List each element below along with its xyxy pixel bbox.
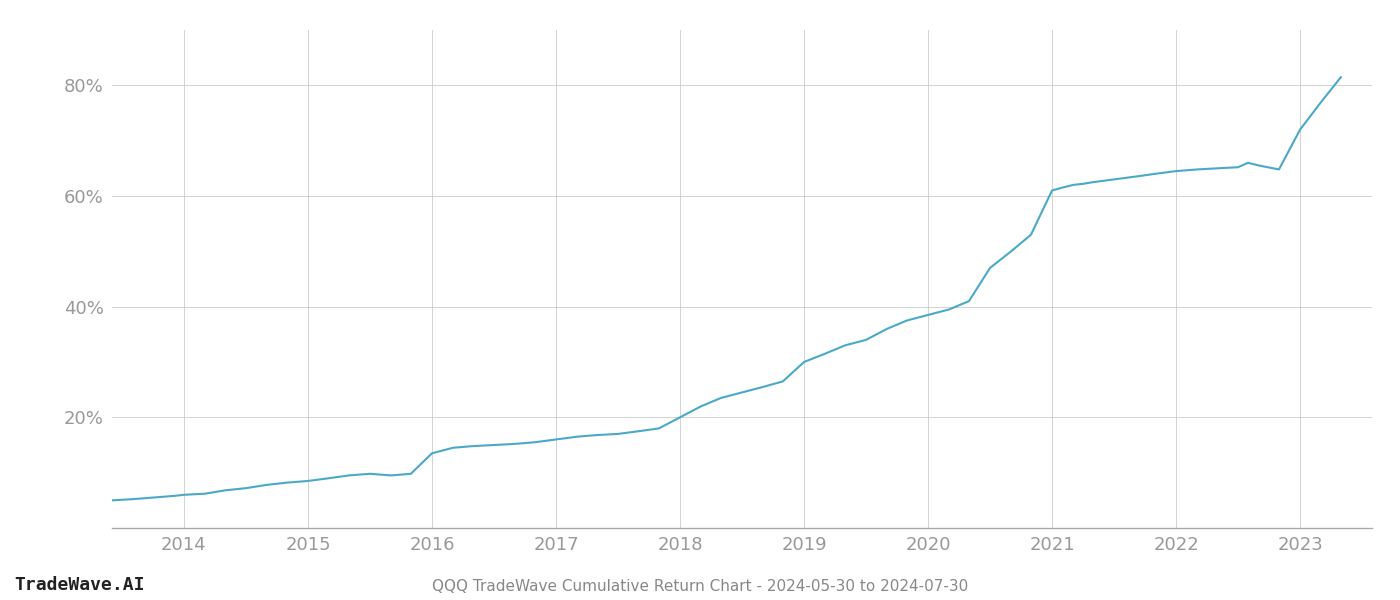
Text: TradeWave.AI: TradeWave.AI	[14, 576, 144, 594]
Text: QQQ TradeWave Cumulative Return Chart - 2024-05-30 to 2024-07-30: QQQ TradeWave Cumulative Return Chart - …	[431, 579, 969, 594]
